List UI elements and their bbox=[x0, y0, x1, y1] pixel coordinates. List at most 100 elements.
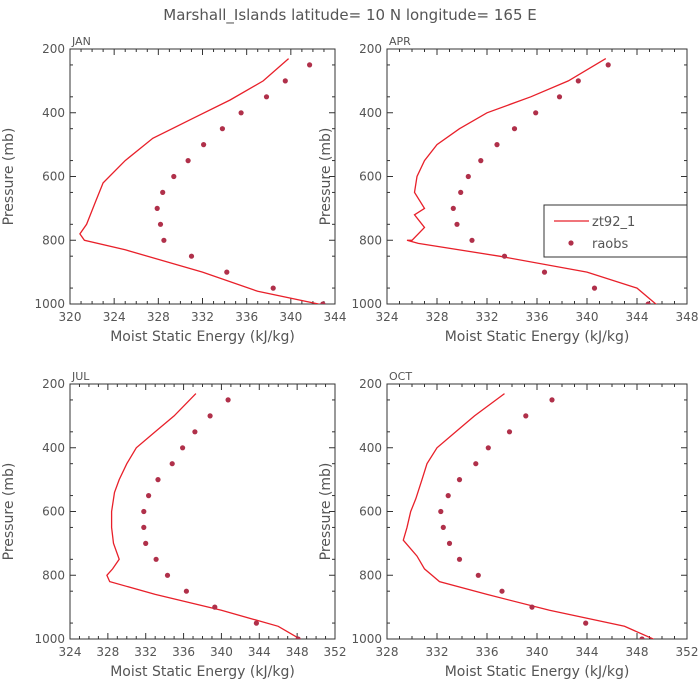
data-point-raobs bbox=[282, 78, 288, 84]
data-point-raobs bbox=[238, 110, 244, 116]
x-tick-label: 348 bbox=[286, 645, 309, 659]
x-tick-label: 332 bbox=[191, 310, 214, 324]
x-tick-label: 352 bbox=[324, 645, 347, 659]
data-point-raobs bbox=[180, 445, 186, 451]
x-tick-label: 336 bbox=[235, 310, 258, 324]
y-tick-label: 800 bbox=[359, 568, 382, 582]
y-axis-label: Pressure (mb) bbox=[318, 128, 334, 226]
data-point-raobs bbox=[295, 636, 301, 639]
data-point-raobs bbox=[639, 636, 645, 639]
plot-frame bbox=[386, 383, 688, 640]
series-line-zt92_1 bbox=[406, 58, 658, 304]
y-axis-label: Pressure (mb) bbox=[1, 128, 17, 226]
y-tick-label: 800 bbox=[42, 233, 65, 247]
x-tick-label: 320 bbox=[59, 310, 82, 324]
data-point-raobs bbox=[446, 540, 453, 547]
data-point-raobs bbox=[201, 142, 207, 148]
y-tick-label: 600 bbox=[359, 170, 382, 184]
series-line-zt92_1 bbox=[106, 393, 301, 639]
x-tick-label: 340 bbox=[210, 645, 233, 659]
y-tick-label: 400 bbox=[359, 106, 382, 120]
x-tick-label: 324 bbox=[376, 310, 399, 324]
x-tick-label: 344 bbox=[324, 310, 347, 324]
data-point-raobs bbox=[445, 493, 451, 499]
data-point-raobs bbox=[465, 173, 471, 180]
data-point-raobs bbox=[469, 237, 475, 243]
y-tick-label: 400 bbox=[359, 441, 382, 455]
data-point-raobs bbox=[440, 524, 446, 531]
data-point-raobs bbox=[501, 253, 508, 259]
x-tick-label: 332 bbox=[426, 645, 449, 659]
data-point-raobs bbox=[153, 556, 159, 562]
data-point-raobs bbox=[320, 301, 326, 304]
x-axis-label: Moist Static Energy (kJ/kg) bbox=[110, 329, 295, 345]
data-point-raobs bbox=[529, 604, 535, 610]
data-point-raobs bbox=[456, 556, 463, 562]
data-point-raobs bbox=[141, 524, 147, 531]
x-tick-label: 332 bbox=[476, 310, 499, 324]
data-point-raobs bbox=[645, 301, 651, 304]
y-tick-label: 600 bbox=[42, 170, 65, 184]
x-axis-label: Moist Static Energy (kJ/kg) bbox=[110, 664, 295, 680]
x-tick-label: 328 bbox=[96, 645, 119, 659]
x-tick-label: 344 bbox=[626, 310, 649, 324]
x-tick-label: 340 bbox=[279, 310, 302, 324]
data-point-raobs bbox=[224, 269, 230, 275]
y-tick-label: 400 bbox=[42, 106, 65, 120]
x-tick-label: 332 bbox=[134, 645, 157, 659]
legend-marker-swatch bbox=[568, 240, 574, 246]
data-point-raobs bbox=[207, 413, 213, 419]
panel-apr: APR 324 328 332 336 340 344 348 200 400 600 800 1000… bbox=[318, 35, 698, 345]
data-point-raobs bbox=[454, 221, 460, 227]
y-tick-label: 1000 bbox=[34, 632, 65, 646]
data-point-raobs bbox=[307, 62, 313, 68]
data-point-raobs bbox=[575, 78, 581, 84]
legend-label-model: zt92_1 bbox=[592, 215, 635, 230]
data-point-raobs bbox=[160, 189, 166, 195]
data-point-raobs bbox=[549, 397, 555, 403]
data-point-raobs bbox=[456, 477, 463, 483]
y-tick-label: 600 bbox=[359, 505, 382, 519]
data-point-raobs bbox=[155, 477, 161, 483]
x-tick-label: 340 bbox=[576, 310, 599, 324]
data-point-raobs bbox=[583, 620, 589, 626]
y-tick-label: 600 bbox=[42, 505, 65, 519]
x-tick-label: 348 bbox=[626, 645, 649, 659]
plot-frame bbox=[386, 48, 688, 305]
y-axis-label: Pressure (mb) bbox=[318, 463, 334, 561]
data-point-raobs bbox=[541, 269, 548, 275]
data-point-raobs bbox=[478, 158, 484, 164]
plot-frame bbox=[69, 383, 336, 640]
panel-oct: OCT 328 332 336 340 344 348 352 200 400 600 800 1000… bbox=[318, 370, 698, 680]
x-tick-label: 352 bbox=[676, 645, 699, 659]
series-line-zt92_1 bbox=[79, 58, 321, 304]
panel-title: JAN bbox=[71, 35, 91, 48]
panel-title: JUL bbox=[71, 370, 90, 383]
legend-label-obs: raobs bbox=[592, 237, 629, 252]
y-tick-label: 800 bbox=[42, 568, 65, 582]
data-point-raobs bbox=[219, 126, 225, 132]
panel-jan: JAN 320 324 328 332 336 340 344 200 400 600 800 1000… bbox=[1, 35, 346, 345]
x-tick-label: 344 bbox=[248, 645, 271, 659]
x-axis-label: Moist Static Energy (kJ/kg) bbox=[445, 664, 630, 680]
figure-title: Marshall_Islands latitude= 10 N longitud… bbox=[163, 6, 536, 25]
x-tick-label: 324 bbox=[103, 310, 126, 324]
y-tick-label: 800 bbox=[359, 233, 382, 247]
data-point-raobs bbox=[494, 142, 500, 148]
x-tick-label: 336 bbox=[172, 645, 195, 659]
data-point-raobs bbox=[473, 461, 479, 467]
y-tick-label: 1000 bbox=[351, 297, 382, 311]
x-tick-label: 328 bbox=[426, 310, 449, 324]
y-tick-label: 200 bbox=[359, 42, 382, 56]
data-point-raobs bbox=[169, 461, 175, 467]
data-point-raobs bbox=[270, 285, 276, 291]
data-point-raobs bbox=[605, 62, 611, 68]
data-point-raobs bbox=[591, 285, 598, 291]
data-point-raobs bbox=[438, 508, 444, 515]
data-point-raobs bbox=[157, 221, 164, 227]
y-tick-label: 1000 bbox=[34, 297, 65, 311]
data-point-raobs bbox=[171, 173, 177, 180]
data-point-raobs bbox=[499, 588, 505, 594]
x-tick-label: 324 bbox=[59, 645, 82, 659]
